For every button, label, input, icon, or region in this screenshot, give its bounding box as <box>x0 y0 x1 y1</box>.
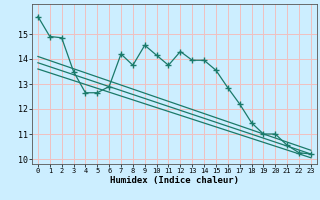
X-axis label: Humidex (Indice chaleur): Humidex (Indice chaleur) <box>110 176 239 185</box>
